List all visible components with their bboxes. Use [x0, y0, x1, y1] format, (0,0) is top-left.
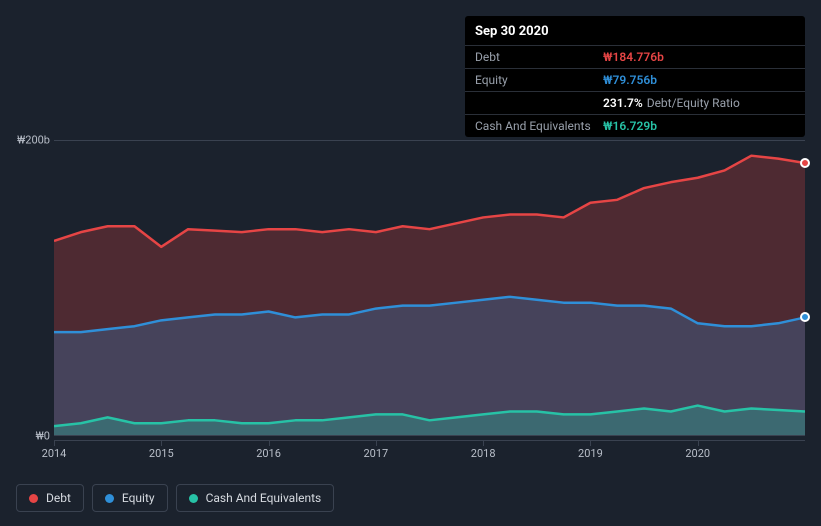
tooltip-row-value: ₩16.729b: [603, 119, 657, 133]
tooltip-row-label: [475, 96, 603, 110]
tooltip-row-value: ₩79.756b: [603, 73, 657, 87]
tooltip-panel: Sep 30 2020 Debt₩184.776bEquity₩79.756b2…: [465, 16, 805, 137]
tooltip-date: Sep 30 2020: [465, 16, 805, 45]
tooltip-row: 231.7%Debt/Equity Ratio: [465, 91, 805, 114]
end-marker-equity: [800, 312, 810, 322]
x-tick-line: [376, 441, 377, 446]
tooltip-row-label: Debt: [475, 50, 603, 64]
y-axis-label: ₩200b: [17, 134, 50, 147]
legend-label: Debt: [46, 491, 71, 505]
tooltip-row-label: Equity: [475, 73, 603, 87]
x-tick-line: [161, 441, 162, 446]
tooltip-row-label: Cash And Equivalents: [475, 119, 603, 133]
legend-dot-icon: [105, 494, 114, 503]
legend-item-debt[interactable]: Debt: [16, 484, 84, 512]
x-tick-line: [483, 441, 484, 446]
end-marker-debt: [800, 158, 810, 168]
x-tick-line: [269, 441, 270, 446]
legend-dot-icon: [29, 494, 38, 503]
x-axis-label: 2016: [256, 447, 281, 460]
legend: Debt Equity Cash And Equivalents: [16, 484, 334, 512]
x-axis-label: 2019: [578, 447, 603, 460]
chart-area: ₩200b ₩0 2014 2015 2016 2017 2018 2019 2020: [16, 120, 805, 466]
x-tick-line: [698, 441, 699, 446]
x-axis-label: 2015: [149, 447, 174, 460]
x-tick-line: [54, 441, 55, 446]
plot-region: [54, 140, 805, 436]
legend-label: Equity: [122, 491, 155, 505]
x-axis-label: 2020: [685, 447, 710, 460]
x-axis-label: 2017: [363, 447, 388, 460]
x-tick-line: [590, 441, 591, 446]
tooltip-row-value: ₩184.776b: [603, 50, 664, 64]
x-axis: 2014201520162017201820192020: [54, 440, 805, 466]
tooltip-row: Equity₩79.756b: [465, 68, 805, 91]
x-axis-label: 2018: [471, 447, 496, 460]
legend-label: Cash And Equivalents: [206, 491, 322, 505]
y-axis-label: ₩0: [36, 430, 50, 443]
tooltip-row: Debt₩184.776b: [465, 45, 805, 68]
legend-item-equity[interactable]: Equity: [92, 484, 168, 512]
legend-dot-icon: [189, 494, 198, 503]
legend-item-cash-and-equivalents[interactable]: Cash And Equivalents: [176, 484, 335, 512]
tooltip-row-value: 231.7%Debt/Equity Ratio: [603, 96, 740, 110]
x-axis-label: 2014: [42, 447, 67, 460]
tooltip-row-sublabel: Debt/Equity Ratio: [647, 96, 740, 110]
tooltip-row: Cash And Equivalents₩16.729b: [465, 114, 805, 137]
